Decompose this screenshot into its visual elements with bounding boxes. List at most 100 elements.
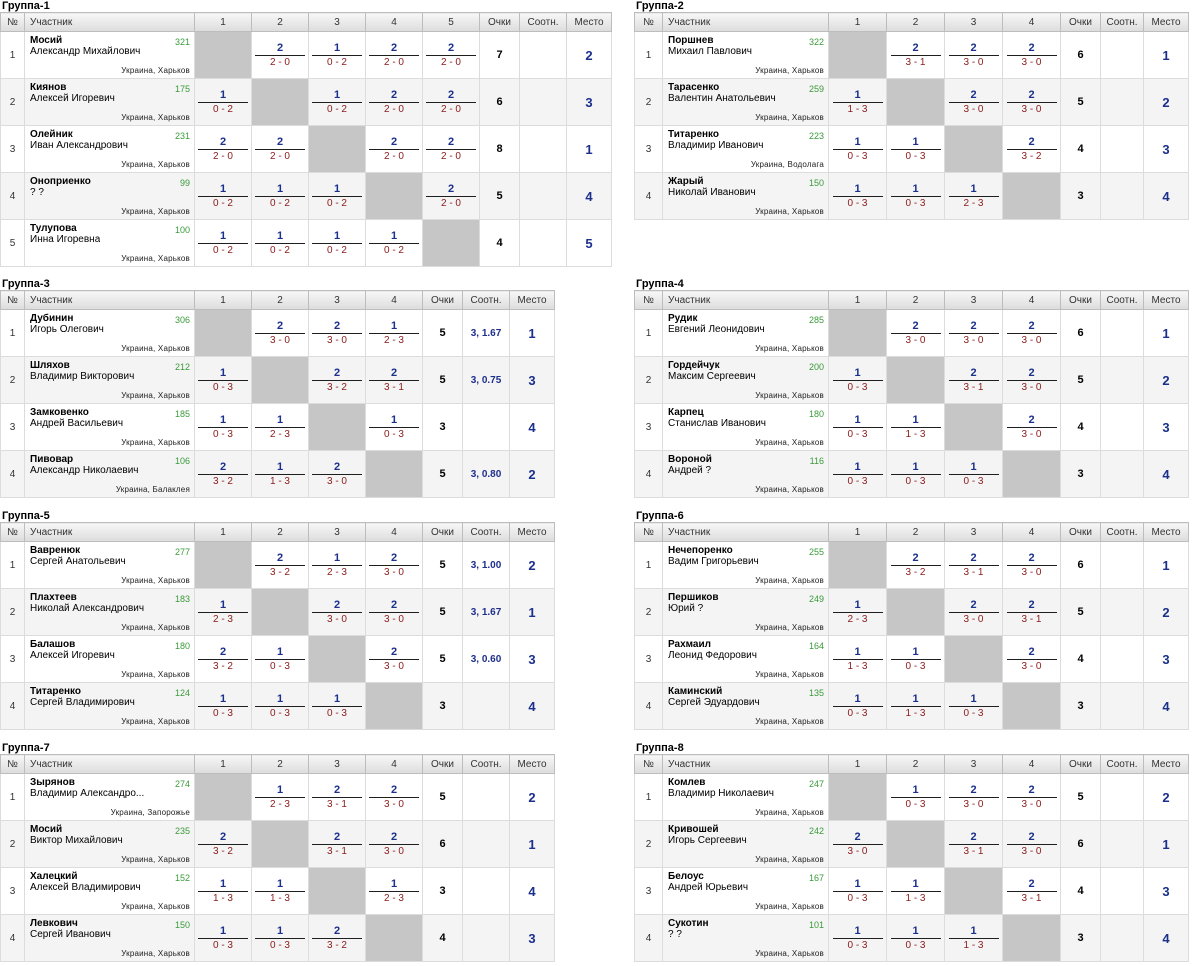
col-header-opponent[interactable]: 1 [828, 12, 887, 32]
col-header-player[interactable]: Участник [24, 522, 195, 542]
match-points[interactable]: 1 [276, 692, 284, 705]
match-score[interactable]: 0 - 3 [905, 939, 926, 951]
match-score[interactable]: 1 - 3 [905, 892, 926, 904]
match-result-cell[interactable]: 1 0 - 3 [828, 914, 887, 962]
match-points[interactable]: 1 [970, 182, 977, 195]
match-score[interactable]: 2 - 0 [383, 150, 404, 162]
match-result-cell[interactable]: 2 3 - 1 [886, 31, 945, 79]
player-surname[interactable]: Комлев [668, 777, 706, 788]
match-points[interactable]: 2 [1028, 598, 1035, 611]
match-score[interactable]: 3 - 0 [1021, 566, 1042, 578]
match-points[interactable]: 2 [912, 551, 919, 564]
col-header-player[interactable]: Участник [24, 12, 195, 32]
player-surname[interactable]: Нечепоренко [668, 545, 733, 556]
match-points[interactable]: 1 [912, 924, 919, 937]
col-header-place[interactable]: Место [509, 290, 555, 310]
player-cell[interactable]: Левкович 150 Сергей Иванович Украина, Харьк… [24, 914, 195, 962]
player-cell[interactable]: Нечепоренко 255 Вадим Григорьевич Украина, … [662, 541, 829, 589]
match-result-cell[interactable]: 2 3 - 0 [251, 309, 309, 357]
col-header-opponent[interactable]: 1 [194, 12, 252, 32]
match-score[interactable]: 1 - 3 [269, 892, 290, 904]
col-header-points[interactable]: Очки [422, 290, 463, 310]
match-score[interactable]: 0 - 2 [212, 197, 233, 209]
match-result-cell[interactable]: 1 1 - 3 [944, 914, 1003, 962]
match-points[interactable]: 2 [912, 319, 919, 332]
match-score[interactable]: 0 - 2 [326, 103, 347, 115]
player-cell[interactable]: Балашов 180 Алексей Игоревич Украина, Харьк… [24, 635, 195, 683]
player-surname[interactable]: Тулупова [30, 223, 77, 234]
match-result-cell[interactable]: 1 2 - 3 [365, 309, 423, 357]
player-cell[interactable]: Олейник 231 Иван Александрович Украина, Хар… [24, 125, 195, 173]
col-header-opponent[interactable]: 1 [828, 522, 887, 542]
match-points[interactable]: 1 [970, 692, 977, 705]
match-score[interactable]: 0 - 3 [383, 428, 404, 440]
col-header-points[interactable]: Очки [1060, 12, 1101, 32]
match-score[interactable]: 3 - 0 [905, 334, 926, 346]
match-points[interactable]: 1 [333, 182, 341, 195]
match-result-cell[interactable]: 1 0 - 3 [251, 682, 309, 730]
player-cell[interactable]: Шляхов 212 Владимир Викторович Украина, Хар… [24, 356, 195, 404]
col-header-points[interactable]: Очки [422, 754, 463, 774]
match-points[interactable]: 1 [333, 88, 341, 101]
match-score[interactable]: 2 - 3 [212, 613, 233, 625]
col-header-opponent[interactable]: 1 [828, 754, 887, 774]
player-surname[interactable]: Оноприенко [30, 176, 91, 187]
player-surname[interactable]: Гордейчук [668, 360, 720, 371]
col-header-points[interactable]: Очки [479, 12, 520, 32]
match-points[interactable]: 2 [333, 830, 341, 843]
match-result-cell[interactable]: 1 0 - 3 [886, 450, 945, 498]
col-header-opponent[interactable]: 2 [251, 754, 309, 774]
match-score[interactable]: 3 - 1 [1021, 892, 1042, 904]
match-score[interactable]: 0 - 3 [326, 707, 347, 719]
match-result-cell[interactable]: 1 1 - 3 [251, 450, 309, 498]
col-header-opponent[interactable]: 3 [308, 522, 366, 542]
col-header-num[interactable]: № [0, 754, 25, 774]
match-points[interactable]: 1 [276, 229, 284, 242]
match-points[interactable]: 1 [912, 877, 919, 890]
col-header-opponent[interactable]: 3 [308, 290, 366, 310]
player-surname[interactable]: Вавренюк [30, 545, 81, 556]
match-score[interactable]: 0 - 2 [383, 244, 404, 256]
col-header-player[interactable]: Участник [24, 290, 195, 310]
player-cell[interactable]: Комлев 247 Владимир Николаевич Украина, Хар… [662, 773, 829, 821]
match-points[interactable]: 1 [912, 783, 919, 796]
player-cell[interactable]: Тулупова 100 Инна Игоревна Украина, Харьков [24, 219, 195, 267]
match-result-cell[interactable]: 2 3 - 0 [828, 820, 887, 868]
match-result-cell[interactable]: 2 3 - 0 [1002, 773, 1061, 821]
col-header-opponent[interactable]: 4 [365, 522, 423, 542]
player-cell[interactable]: Титаренко 223 Владимир Иванович Украина, Во… [662, 125, 829, 173]
match-result-cell[interactable]: 1 0 - 3 [886, 635, 945, 683]
match-score[interactable]: 1 - 3 [847, 103, 868, 115]
match-points[interactable]: 2 [390, 645, 398, 658]
col-header-num[interactable]: № [0, 12, 25, 32]
match-score[interactable]: 0 - 3 [905, 798, 926, 810]
match-points[interactable]: 2 [970, 319, 977, 332]
match-points[interactable]: 1 [219, 598, 227, 611]
match-points[interactable]: 1 [333, 692, 341, 705]
match-points[interactable]: 2 [276, 135, 284, 148]
player-cell[interactable]: Тарасенко 259 Валентин Анатольевич Украина,… [662, 78, 829, 126]
match-score[interactable]: 3 - 0 [326, 334, 347, 346]
match-points[interactable]: 1 [219, 924, 227, 937]
match-score[interactable]: 3 - 0 [383, 566, 404, 578]
match-result-cell[interactable]: 1 0 - 3 [828, 125, 887, 173]
match-result-cell[interactable]: 1 2 - 3 [365, 867, 423, 915]
col-header-points[interactable]: Очки [1060, 290, 1101, 310]
player-surname[interactable]: Халецкий [30, 871, 78, 882]
col-header-opponent[interactable]: 3 [944, 522, 1003, 542]
match-points[interactable]: 2 [390, 598, 398, 611]
match-points[interactable]: 1 [390, 229, 398, 242]
col-header-opponent[interactable]: 3 [944, 754, 1003, 774]
col-header-opponent[interactable]: 4 [365, 754, 423, 774]
player-cell[interactable]: Пивовар 106 Александр Николаевич Украина, Б… [24, 450, 195, 498]
match-score[interactable]: 1 - 3 [905, 707, 926, 719]
match-result-cell[interactable]: 1 2 - 3 [251, 773, 309, 821]
match-result-cell[interactable]: 2 3 - 0 [1002, 635, 1061, 683]
match-result-cell[interactable]: 2 3 - 0 [944, 309, 1003, 357]
match-points[interactable]: 1 [912, 692, 919, 705]
match-score[interactable]: 3 - 1 [383, 381, 404, 393]
player-cell[interactable]: Першиков 249 Юрий ? Украина, Харьков [662, 588, 829, 636]
match-points[interactable]: 2 [1028, 366, 1035, 379]
col-header-opponent[interactable]: 1 [194, 290, 252, 310]
match-score[interactable]: 3 - 0 [1021, 334, 1042, 346]
